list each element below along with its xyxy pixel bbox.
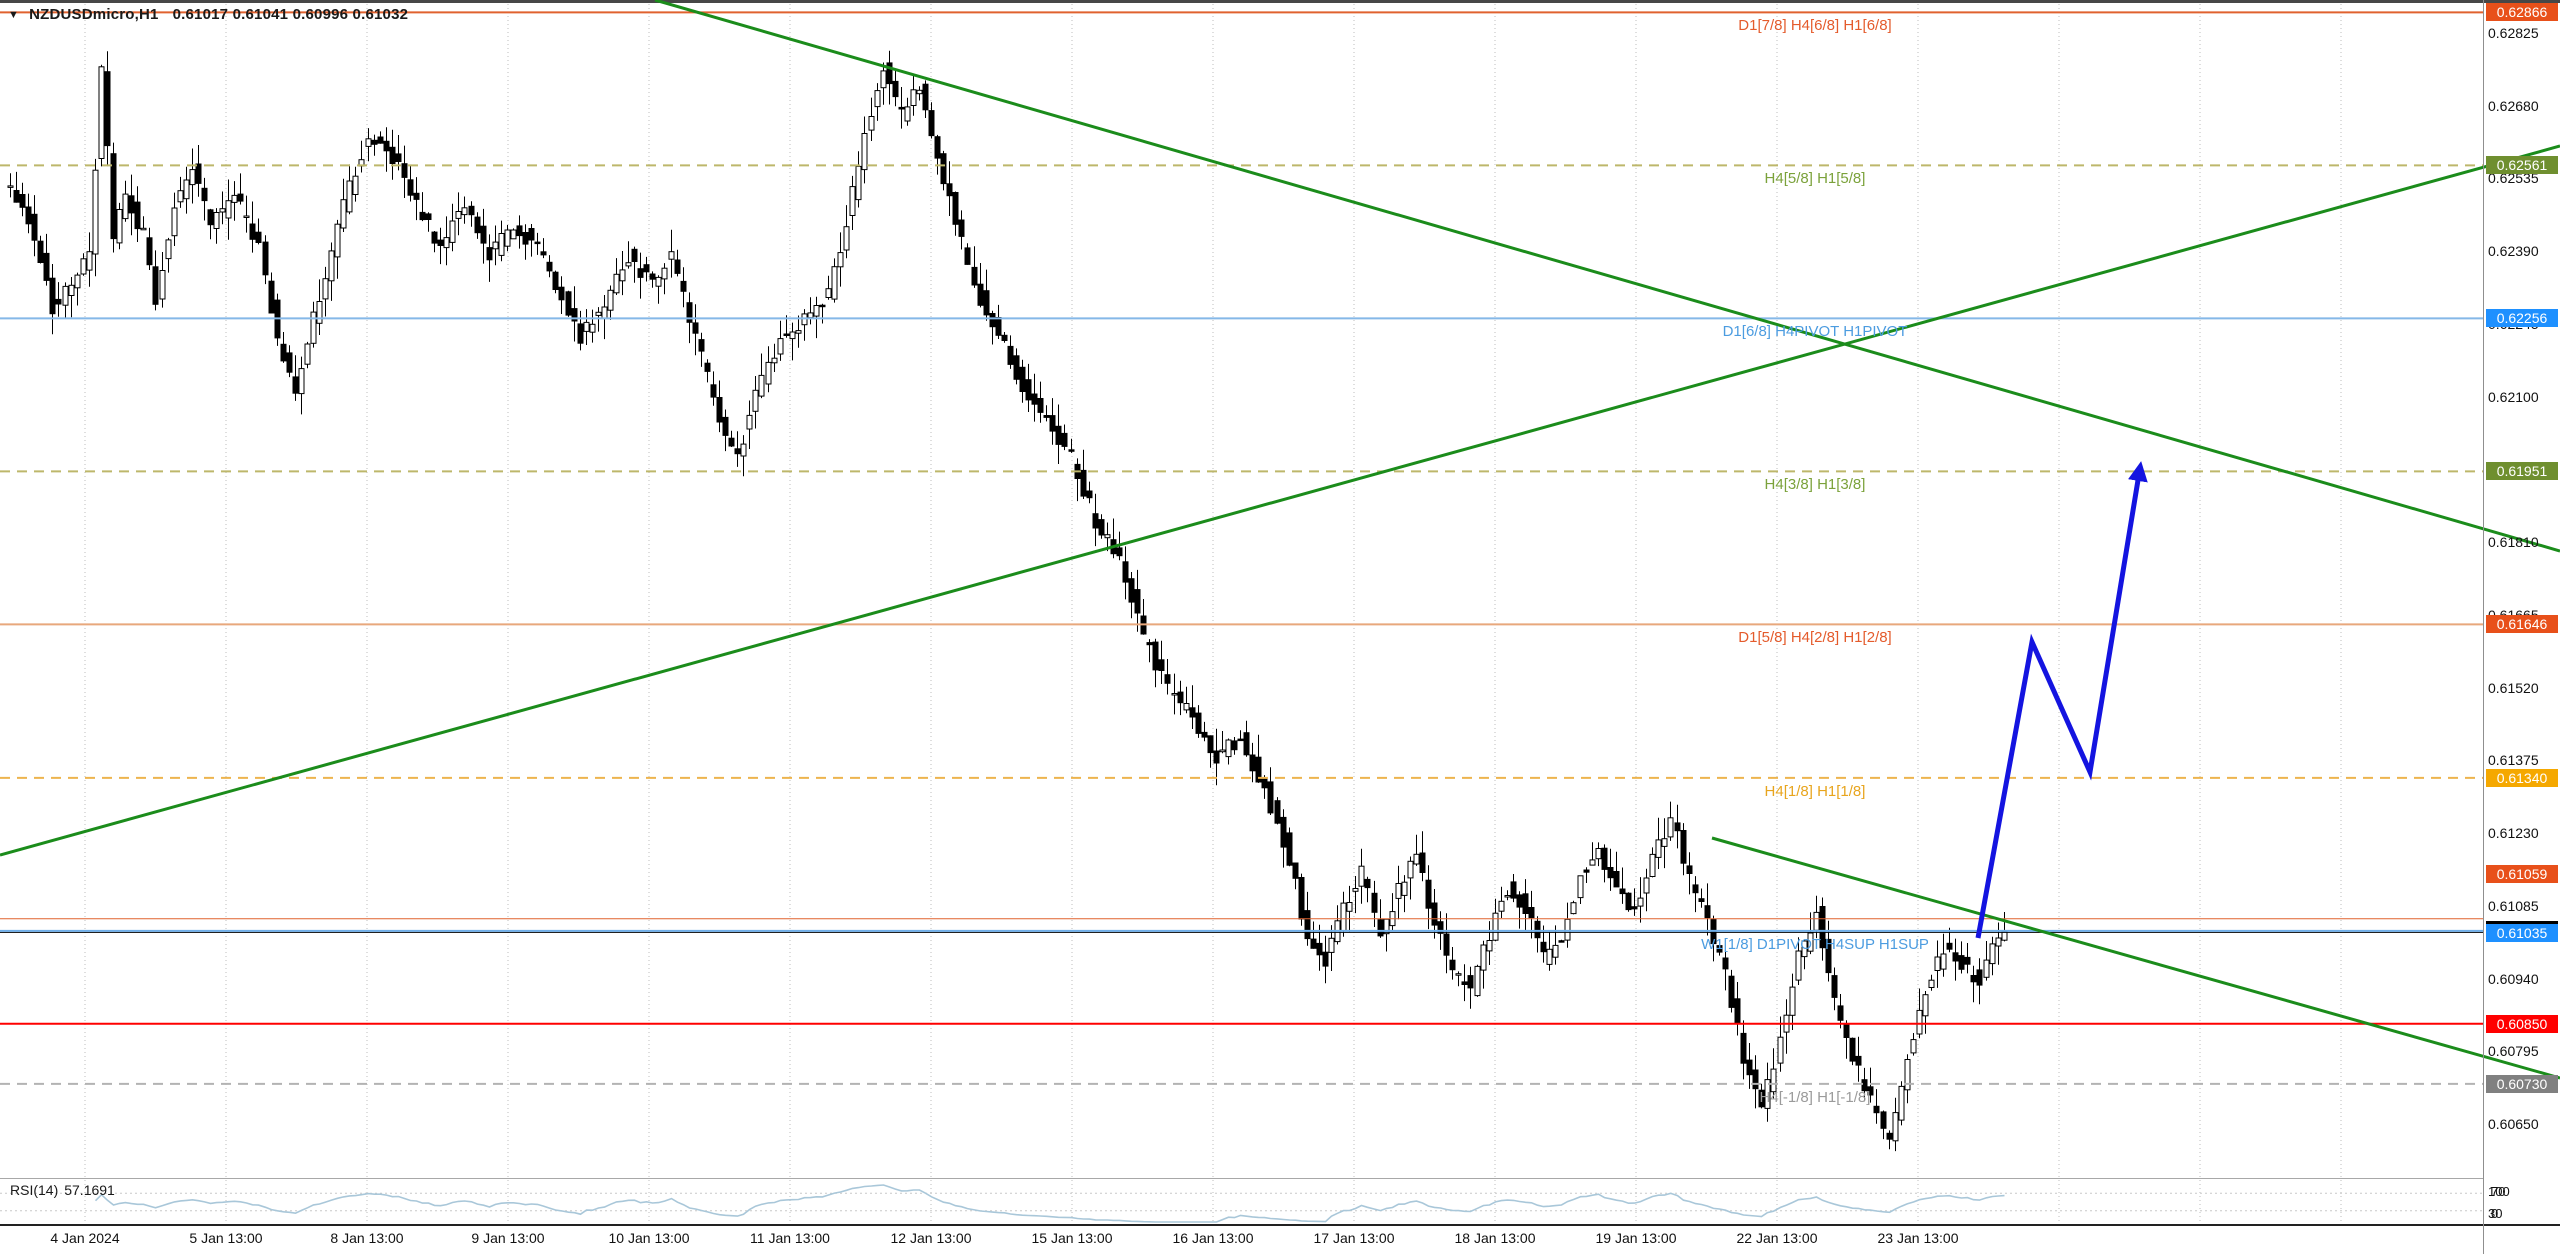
price-level-badge: 0.60730 (2486, 1075, 2558, 1093)
rsi-name: RSI(14) (10, 1182, 59, 1198)
price-axis-tick: 0.60650 (2488, 1116, 2539, 1132)
chart-title: ▼ NZDUSDmicro,H1 0.61017 0.61041 0.60996 0… (8, 6, 408, 23)
rsi-scale-label: 30 (2488, 1206, 2503, 1221)
projection-arrow (1975, 461, 2148, 939)
price-axis-tick: 0.62680 (2488, 98, 2539, 114)
price-level-badge: 0.61340 (2486, 769, 2558, 787)
price-axis-border (2483, 0, 2484, 1254)
trendline (1711, 836, 2560, 1080)
rsi-scale-label: 100 (2488, 1184, 2510, 1199)
price-axis-tick: 0.61520 (2488, 680, 2539, 696)
time-axis-label: 23 Jan 13:00 (1877, 1230, 1959, 1246)
candles-layer (7, 50, 2008, 1152)
window-top-border (0, 0, 2560, 3)
time-axis-label: 12 Jan 13:00 (890, 1230, 972, 1246)
price-level-badge: 0.60850 (2486, 1015, 2558, 1033)
rsi-scale-label: 0 (2491, 1206, 2499, 1221)
rsi-pane-separator[interactable] (0, 1178, 2483, 1179)
ohlc-values: 0.61017 0.61041 0.60996 0.61032 (172, 6, 409, 23)
level-name-label[interactable]: D1[6/8] H4PIVOT H1PIVOT (1722, 323, 1908, 340)
price-axis-tick: 0.61810 (2488, 534, 2539, 550)
level-name-label[interactable]: H4[1/8] H1[1/8] (1764, 783, 1866, 800)
time-axis-label: 19 Jan 13:00 (1595, 1230, 1677, 1246)
price-axis-tick: 0.62100 (2488, 389, 2539, 405)
symbol-period-label: NZDUSDmicro,H1 (29, 6, 159, 23)
price-axis-tick: 0.62390 (2488, 243, 2539, 259)
time-axis-label: 11 Jan 13:00 (750, 1230, 830, 1246)
price-level-badge: 0.61646 (2486, 615, 2558, 633)
rsi-indicator-label: RSI(14) 57.1691 (10, 1182, 121, 1198)
price-level-badge: 0.62866 (2486, 3, 2558, 21)
trendline (654, 0, 2560, 553)
time-axis-label: 9 Jan 13:00 (471, 1230, 545, 1246)
time-axis-label: 22 Jan 13:00 (1736, 1230, 1818, 1246)
price-axis-tick: 0.62825 (2488, 25, 2539, 41)
time-axis-border (0, 1224, 2560, 1226)
price-level-badge: 0.62561 (2486, 156, 2558, 174)
price-axis-tick: 0.61085 (2488, 898, 2539, 914)
price-axis-tick: 0.60795 (2488, 1043, 2539, 1059)
price-level-badge: 0.62256 (2486, 309, 2558, 327)
level-name-label[interactable]: D1[7/8] H4[6/8] H1[6/8] (1738, 17, 1892, 34)
time-axis-label: 8 Jan 13:00 (330, 1230, 404, 1246)
time-axis-label: 16 Jan 13:00 (1172, 1230, 1254, 1246)
rsi-value: 57.1691 (64, 1182, 115, 1198)
symbol-marker-icon: ▼ (8, 9, 20, 21)
price-axis-tick: 0.60940 (2488, 971, 2539, 987)
price-level-badge: 0.61059 (2486, 865, 2558, 883)
time-axis-label: 17 Jan 13:00 (1313, 1230, 1395, 1246)
price-axis-tick: 0.61230 (2488, 825, 2539, 841)
trendline (0, 144, 2560, 857)
level-name-label[interactable]: W1[1/8] D1PIVOT H4SUP H1SUP (1701, 936, 1929, 953)
level-name-label[interactable]: H4[5/8] H1[5/8] (1764, 170, 1866, 187)
level-name-label[interactable]: H4[-1/8] H1[-1/8] (1759, 1089, 1871, 1106)
price-level-badge: 0.61035 (2486, 924, 2558, 942)
time-axis-label: 4 Jan 2024 (50, 1230, 120, 1246)
level-name-label[interactable]: H4[3/8] H1[3/8] (1764, 476, 1866, 493)
price-axis-tick: 0.62535 (2488, 170, 2539, 186)
time-axis-label: 5 Jan 13:00 (189, 1230, 263, 1246)
rsi-line (94, 1184, 2005, 1223)
price-axis-tick: 0.61375 (2488, 752, 2539, 768)
level-name-label[interactable]: D1[5/8] H4[2/8] H1[2/8] (1738, 629, 1892, 646)
time-axis-label: 10 Jan 13:00 (608, 1230, 690, 1246)
time-axis-label: 18 Jan 13:00 (1454, 1230, 1536, 1246)
time-axis-label: 15 Jan 13:00 (1031, 1230, 1113, 1246)
rsi-scale-label: 70 (2491, 1184, 2506, 1199)
price-level-badge: 0.61951 (2486, 462, 2558, 480)
